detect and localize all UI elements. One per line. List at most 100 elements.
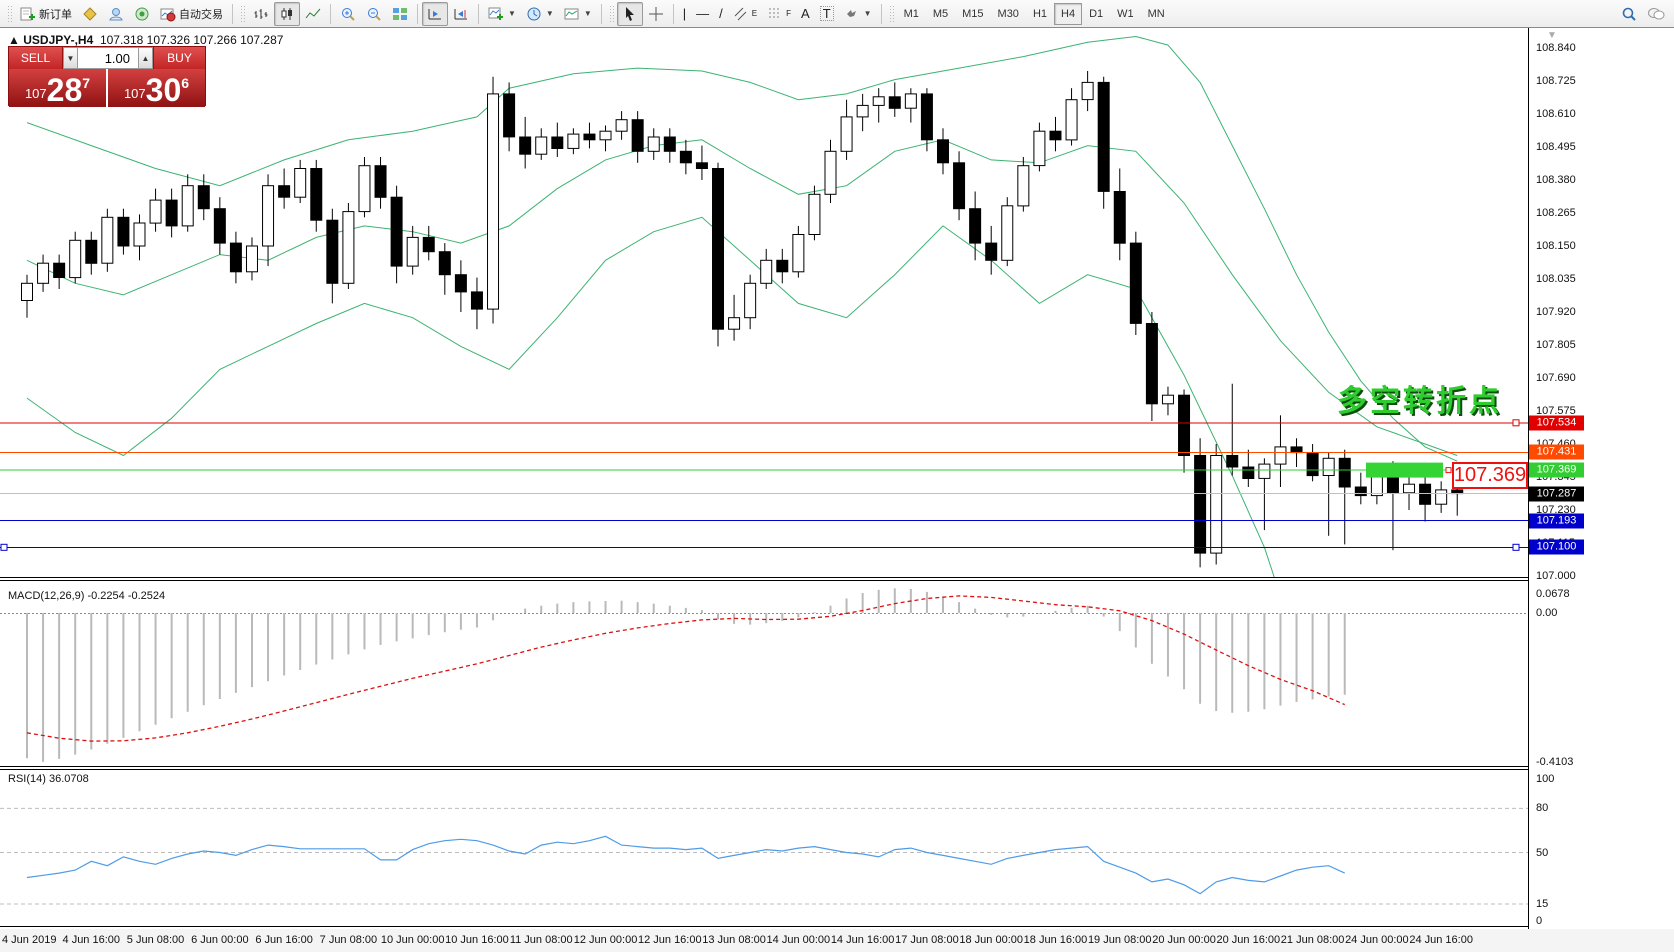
zoom-out-button[interactable]	[361, 2, 387, 26]
date-tick-label[interactable]: 17 Jun 08:00	[895, 934, 959, 946]
cursor-tool-button[interactable]	[616, 1, 643, 26]
date-tick-label[interactable]: 6 Jun 16:00	[255, 934, 313, 946]
auto-trading-button[interactable]: 自动交易	[155, 2, 228, 26]
volume-decrease-button[interactable]: ▼	[63, 47, 78, 69]
bull-candle	[808, 193, 821, 236]
auto-scroll-button[interactable]	[422, 1, 448, 26]
date-tick-label[interactable]: 10 Jun 00:00	[380, 934, 445, 946]
tile-windows-icon	[393, 7, 407, 20]
timeframe-button-M15[interactable]: M15	[962, 7, 984, 20]
date-tick-label[interactable]: 10 Jun 16:00	[445, 934, 509, 946]
trendline-tool-button[interactable]: /	[714, 2, 728, 26]
text-tool-button[interactable]: A	[796, 2, 815, 26]
timeframe-button-H1[interactable]: H1	[1032, 7, 1047, 20]
date-tick-label[interactable]: 21 Jun 08:00	[1280, 934, 1345, 946]
highlight-rectangle[interactable]	[1366, 462, 1443, 478]
collapse-triangle-icon[interactable]: ▲	[8, 33, 20, 47]
bear-candle	[197, 185, 210, 210]
horizontal-line-tool-button[interactable]: —	[691, 2, 714, 26]
line-chart-button[interactable]	[300, 2, 326, 26]
rsi-line	[26, 835, 1345, 895]
search-button[interactable]	[1616, 2, 1642, 26]
timeframe-button-MN[interactable]: MN	[1147, 7, 1165, 20]
profile-button[interactable]	[103, 2, 129, 26]
bollinger-middle-band	[26, 139, 1458, 456]
volume-increase-button[interactable]: ▲	[138, 47, 153, 69]
callout-anchor[interactable]	[1445, 467, 1452, 474]
bear-candle	[470, 291, 483, 310]
date-axis-strip[interactable]	[0, 929, 1674, 952]
price-axis[interactable]	[1529, 28, 1674, 929]
zoom-in-button[interactable]	[335, 2, 361, 26]
line-handle[interactable]	[0, 543, 8, 551]
date-tick-label[interactable]: 5 Jun 08:00	[126, 934, 185, 946]
timeframe-button-D1[interactable]: D1	[1089, 7, 1104, 20]
date-tick-label[interactable]: 13 Jun 08:00	[702, 934, 766, 946]
bear-candle	[1290, 446, 1303, 454]
bear-candle	[888, 96, 901, 109]
chat-button[interactable]	[1642, 2, 1670, 26]
buy-price-display[interactable]: 107 30 6	[108, 69, 205, 107]
line-handle[interactable]	[1512, 419, 1520, 427]
signal-button[interactable]	[129, 2, 155, 26]
chart-shift-button[interactable]	[448, 2, 474, 26]
price-callout-label[interactable]: 107.369	[1452, 462, 1528, 489]
scroll-end-marker-icon[interactable]: ▼	[1547, 30, 1557, 41]
timeframe-button-M5[interactable]: M5	[932, 7, 949, 20]
date-tick-label[interactable]: 18 Jun 16:00	[1023, 934, 1088, 946]
toolbar-grip	[7, 4, 12, 23]
crosshair-icon	[648, 6, 663, 21]
date-tick-label[interactable]: 14 Jun 00:00	[766, 934, 831, 946]
date-tick-label[interactable]: 4 Jun 16:00	[62, 934, 121, 946]
timeframe-button-H4[interactable]: H4	[1054, 2, 1083, 25]
timeframe-button-M1[interactable]: M1	[903, 7, 919, 20]
date-tick-label[interactable]: 7 Jun 08:00	[319, 934, 378, 946]
chart-annotation-text[interactable]: 多空转折点	[1337, 385, 1502, 418]
templates-button[interactable]: ▼	[559, 2, 597, 26]
bear-candle	[390, 196, 403, 267]
fibonacci-tool-button[interactable]: F	[762, 2, 796, 26]
crosshair-tool-button[interactable]	[643, 2, 669, 26]
sell-price-pips: 28	[46, 72, 83, 109]
bear-candle	[1097, 81, 1110, 192]
date-tick-label[interactable]: 12 Jun 16:00	[637, 934, 702, 946]
date-tick-label[interactable]: 24 Jun 16:00	[1409, 934, 1473, 946]
date-tick-label[interactable]: 20 Jun 16:00	[1216, 934, 1281, 946]
main-price-panel[interactable]	[21, 35, 1464, 597]
timeframe-button-W1[interactable]: W1	[1117, 7, 1134, 20]
channel-tool-button[interactable]: E	[728, 2, 762, 26]
search-icon	[1622, 7, 1636, 21]
date-tick-label[interactable]: 18 Jun 00:00	[959, 934, 1023, 946]
bear-candle	[519, 136, 532, 155]
sell-price-display[interactable]: 107 28 7	[9, 69, 106, 107]
indicators-button[interactable]: ▼	[483, 2, 521, 26]
sell-button[interactable]: SELL	[9, 47, 63, 69]
date-tick-label[interactable]: 14 Jun 16:00	[830, 934, 895, 946]
price-tick-108.725: 108.725	[1536, 75, 1576, 87]
label-tool-button[interactable]: T	[815, 2, 839, 26]
date-tick-label[interactable]: 6 Jun 00:00	[191, 934, 249, 946]
date-tick-label[interactable]: 24 Jun 00:00	[1345, 934, 1409, 946]
bar-chart-button[interactable]	[248, 2, 274, 26]
bull-candle	[1001, 205, 1014, 261]
date-tick-label[interactable]: 11 Jun 08:00	[509, 934, 573, 946]
shapes-tool-button[interactable]: ▼	[839, 2, 877, 26]
new-order-button[interactable]: 新订单	[15, 2, 77, 26]
date-tick-label[interactable]: 4 Jun 2019	[2, 934, 57, 946]
bull-candle	[181, 185, 194, 227]
buy-button[interactable]: BUY	[153, 47, 205, 69]
vertical-line-tool-button[interactable]: |	[678, 2, 691, 26]
candlestick-chart-button[interactable]	[274, 1, 300, 26]
styles-button[interactable]	[77, 2, 103, 26]
bear-candle	[1049, 130, 1062, 141]
date-tick-label[interactable]: 12 Jun 00:00	[573, 934, 638, 946]
periods-button[interactable]: ▼	[521, 2, 559, 26]
timeframe-button-M30[interactable]: M30	[997, 7, 1019, 20]
date-tick-label[interactable]: 19 Jun 08:00	[1087, 934, 1152, 946]
tile-windows-button[interactable]	[387, 2, 413, 26]
volume-input[interactable]	[78, 47, 138, 69]
line-handle[interactable]	[1512, 543, 1520, 551]
date-tick-label[interactable]: 20 Jun 00:00	[1152, 934, 1216, 946]
